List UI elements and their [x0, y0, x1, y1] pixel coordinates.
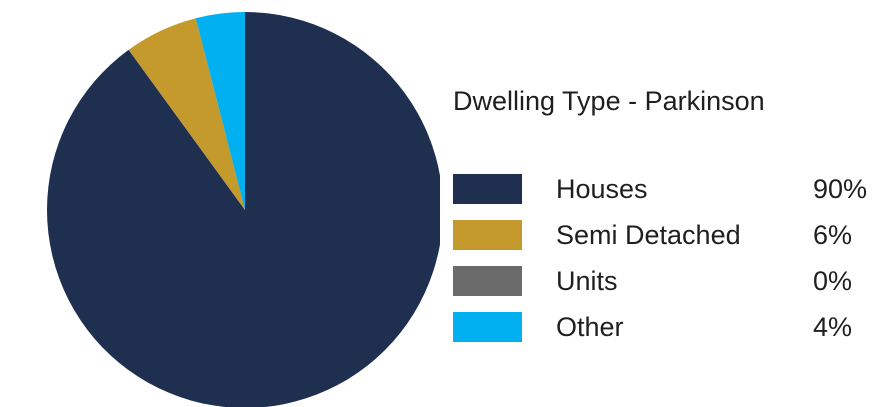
chart-title: Dwelling Type - Parkinson — [453, 86, 765, 116]
legend-label-houses: Houses — [556, 174, 648, 204]
legend-item-semi-detached: Semi Detached 6% — [453, 218, 893, 264]
legend-swatch-other — [453, 312, 522, 342]
pie-slice-other — [195, 12, 245, 210]
legend-value-other: 4% — [813, 312, 853, 342]
pie-slice-houses — [47, 12, 440, 407]
legend-label-other: Other — [556, 312, 624, 342]
chart-legend: Houses 90% Semi Detached 6% Units 0% Oth… — [453, 172, 893, 356]
legend-value-units: 0% — [813, 266, 853, 296]
legend-value-houses: 90% — [813, 174, 868, 204]
pie-chart — [47, 12, 440, 407]
legend-swatch-semi-detached — [453, 220, 522, 250]
legend-item-houses: Houses 90% — [453, 172, 893, 218]
legend-item-units: Units 0% — [453, 264, 893, 310]
pie-slice-semi-detached — [128, 18, 245, 210]
legend-swatch-units — [453, 266, 522, 296]
legend-item-other: Other 4% — [453, 310, 893, 356]
legend-label-units: Units — [556, 266, 618, 296]
legend-swatch-houses — [453, 174, 522, 204]
legend-label-semi-detached: Semi Detached — [556, 220, 741, 250]
legend-value-semi-detached: 6% — [813, 220, 853, 250]
